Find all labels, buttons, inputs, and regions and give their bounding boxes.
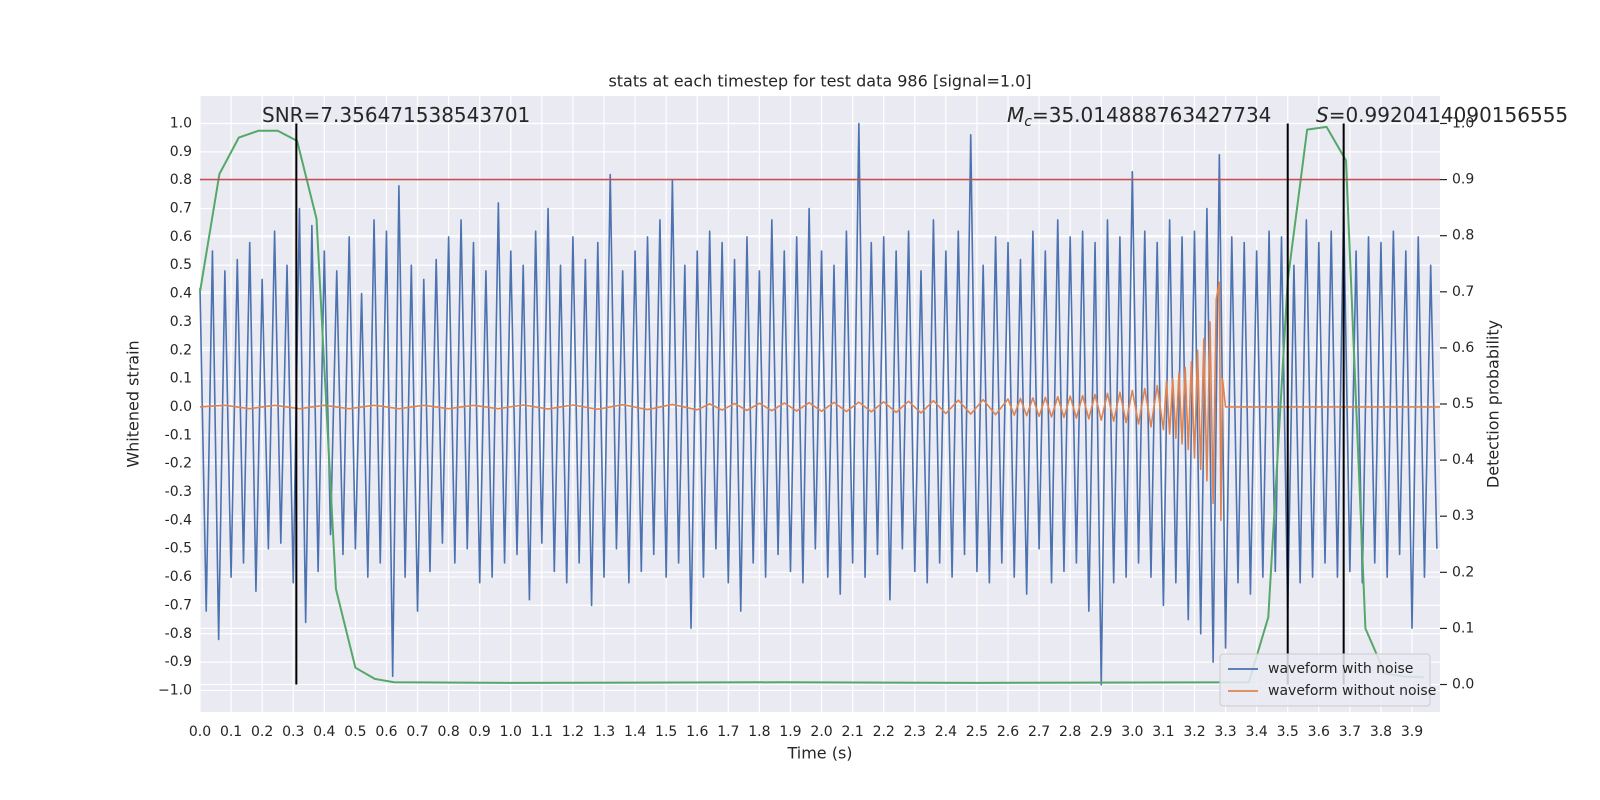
y2-tick-label: 0.6 xyxy=(1452,340,1474,356)
series-line xyxy=(199,125,1424,684)
x-tick-label: 1.8 xyxy=(748,724,770,740)
y2-tick-label: 1.0 xyxy=(1452,115,1474,131)
x-tick-label: 3.7 xyxy=(1339,724,1361,740)
x-tick-label: 0.3 xyxy=(282,724,304,740)
y-tick-label: -0.9 xyxy=(165,654,192,670)
y2-tick-label: 0.1 xyxy=(1452,620,1474,636)
x-tick-label: 3.2 xyxy=(1183,724,1205,740)
x-tick-label: 1.2 xyxy=(562,724,584,740)
x-tick-label: 1.6 xyxy=(686,724,708,740)
x-tick-label: 0.5 xyxy=(344,724,366,740)
y-tick-label: 0.3 xyxy=(170,314,192,330)
x-tick-label: 1.7 xyxy=(717,724,739,740)
x-tick-label: 0.6 xyxy=(375,724,397,740)
y2-tick-label: 0.9 xyxy=(1452,172,1474,188)
y-tick-label: 0.8 xyxy=(170,172,192,188)
x-tick-label: 1.0 xyxy=(500,724,522,740)
annotation-text: =0.9920414090156555 xyxy=(1329,103,1568,127)
y-tick-label: -0.5 xyxy=(165,541,192,557)
legend-box xyxy=(1219,653,1431,707)
y-tick-label: -0.2 xyxy=(165,456,192,472)
x-axis-label: Time (s) xyxy=(786,744,852,763)
x-tick-label: 3.6 xyxy=(1308,724,1330,740)
annotation: Mc=35.014888763427734 xyxy=(1007,103,1271,131)
x-tick-label: 2.9 xyxy=(1090,724,1112,740)
x-tick-label: 2.2 xyxy=(873,724,895,740)
x-tick-label: 3.0 xyxy=(1121,724,1143,740)
y-tick-label: 0.6 xyxy=(170,229,192,245)
y-tick-label: 0.1 xyxy=(170,371,192,387)
x-tick-label: 3.4 xyxy=(1246,724,1268,740)
x-tick-label: 1.9 xyxy=(779,724,801,740)
x-tick-label: 1.4 xyxy=(624,724,646,740)
annotation-symbol: M xyxy=(1007,103,1024,127)
y2-tick-label: 0.3 xyxy=(1452,508,1474,524)
y-tick-label: 0.5 xyxy=(170,257,192,273)
x-tick-label: 0.4 xyxy=(313,724,335,740)
y-tick-label: 0.0 xyxy=(170,399,192,415)
x-tick-label: 3.5 xyxy=(1277,724,1299,740)
y-tick-label: -0.1 xyxy=(165,427,192,443)
annotation: S=0.9920414090156555 xyxy=(1316,103,1568,127)
x-tick-label: 3.3 xyxy=(1214,724,1236,740)
y-tick-label: -0.8 xyxy=(165,626,192,642)
x-tick-label: 1.1 xyxy=(531,724,553,740)
y-tick-label: 0.2 xyxy=(170,342,192,358)
x-tick-label: 2.0 xyxy=(810,724,832,740)
y2-tick-label: 0.8 xyxy=(1452,228,1474,244)
x-tick-label: 0.8 xyxy=(437,724,459,740)
x-tick-label: 2.1 xyxy=(841,724,863,740)
x-tick-label: 2.8 xyxy=(1059,724,1081,740)
annotation-symbol: S xyxy=(1316,103,1329,127)
x-tick-label: 2.3 xyxy=(904,724,926,740)
x-tick-label: 3.8 xyxy=(1370,724,1392,740)
annotation-text: =35.014888763427734 xyxy=(1032,103,1271,127)
x-tick-label: 2.4 xyxy=(935,724,957,740)
y-tick-label: -0.3 xyxy=(165,484,192,500)
y-tick-label: 0.7 xyxy=(170,201,192,217)
chart-title: stats at each timestep for test data 986… xyxy=(608,72,1031,91)
y-tick-label: 0.9 xyxy=(170,144,192,160)
x-tick-label: 0.0 xyxy=(189,724,211,740)
x-tick-label: 0.7 xyxy=(406,724,428,740)
y-tick-label: −1.0 xyxy=(158,682,192,698)
y2-tick-label: 0.2 xyxy=(1452,564,1474,580)
x-tick-label: 2.6 xyxy=(997,724,1019,740)
y-tick-label: -0.4 xyxy=(165,512,192,528)
series-line xyxy=(199,122,1438,686)
x-tick-label: 2.5 xyxy=(966,724,988,740)
x-tick-label: 2.7 xyxy=(1028,724,1050,740)
y-tick-label: -0.6 xyxy=(165,569,192,585)
x-tick-label: 3.1 xyxy=(1152,724,1174,740)
x-tick-label: 1.5 xyxy=(655,724,677,740)
x-tick-label: 0.2 xyxy=(251,724,273,740)
y-tick-label: 1.0 xyxy=(170,115,192,131)
x-tick-label: 0.9 xyxy=(469,724,491,740)
y-axis-label: Whitened strain xyxy=(124,340,143,467)
y2-tick-label: 0.5 xyxy=(1452,396,1474,412)
annotation-text: SNR=7.356471538543701 xyxy=(262,103,530,127)
y-tick-label: -0.7 xyxy=(165,597,192,613)
legend-label: waveform with noise xyxy=(1268,661,1413,677)
annotation-subscript: c xyxy=(1024,114,1032,130)
x-tick-label: 1.3 xyxy=(593,724,615,740)
y-tick-label: 0.4 xyxy=(170,286,192,302)
y2-axis-label: Detection probability xyxy=(1484,320,1503,488)
x-tick-label: 3.9 xyxy=(1401,724,1423,740)
series-line xyxy=(199,281,1440,522)
annotation: SNR=7.356471538543701 xyxy=(262,103,530,127)
y2-tick-label: 0.7 xyxy=(1452,284,1474,300)
legend-label: waveform without noise xyxy=(1268,683,1436,699)
y2-tick-label: 0.0 xyxy=(1452,677,1474,693)
y2-tick-label: 0.4 xyxy=(1452,452,1474,468)
x-tick-label: 0.1 xyxy=(220,724,242,740)
